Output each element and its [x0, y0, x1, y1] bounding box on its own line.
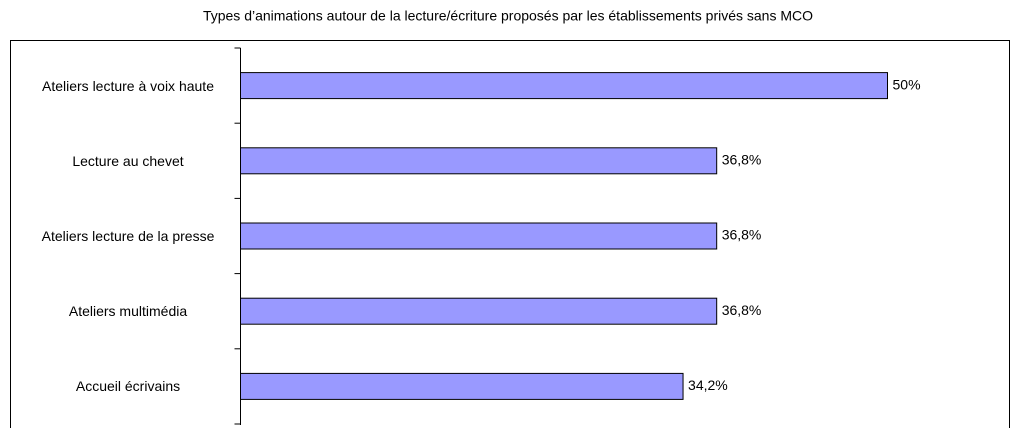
value-label: 50%: [893, 76, 921, 92]
value-label: 36,8%: [722, 152, 762, 168]
bar: [240, 297, 718, 325]
y-tick-label: Lecture au chevet: [72, 152, 184, 169]
value-label: 36,8%: [722, 302, 762, 318]
bar: [240, 372, 684, 400]
bar: [240, 147, 718, 175]
bar: [240, 72, 888, 100]
frame: [10, 40, 1010, 428]
value-label: 34,2%: [688, 377, 728, 393]
y-tick-label: Ateliers multimédia: [68, 303, 188, 320]
y-tick-label: Ateliers lecture de la presse: [41, 228, 215, 244]
bar: [240, 222, 718, 250]
chart-title: Types d’animations autour de la lecture/…: [203, 8, 813, 24]
value-label: 36,8%: [722, 227, 762, 243]
y-tick-label: Ateliers lecture à voix haute: [42, 77, 214, 94]
y-tick-label: Accueil écrivains: [75, 378, 181, 395]
